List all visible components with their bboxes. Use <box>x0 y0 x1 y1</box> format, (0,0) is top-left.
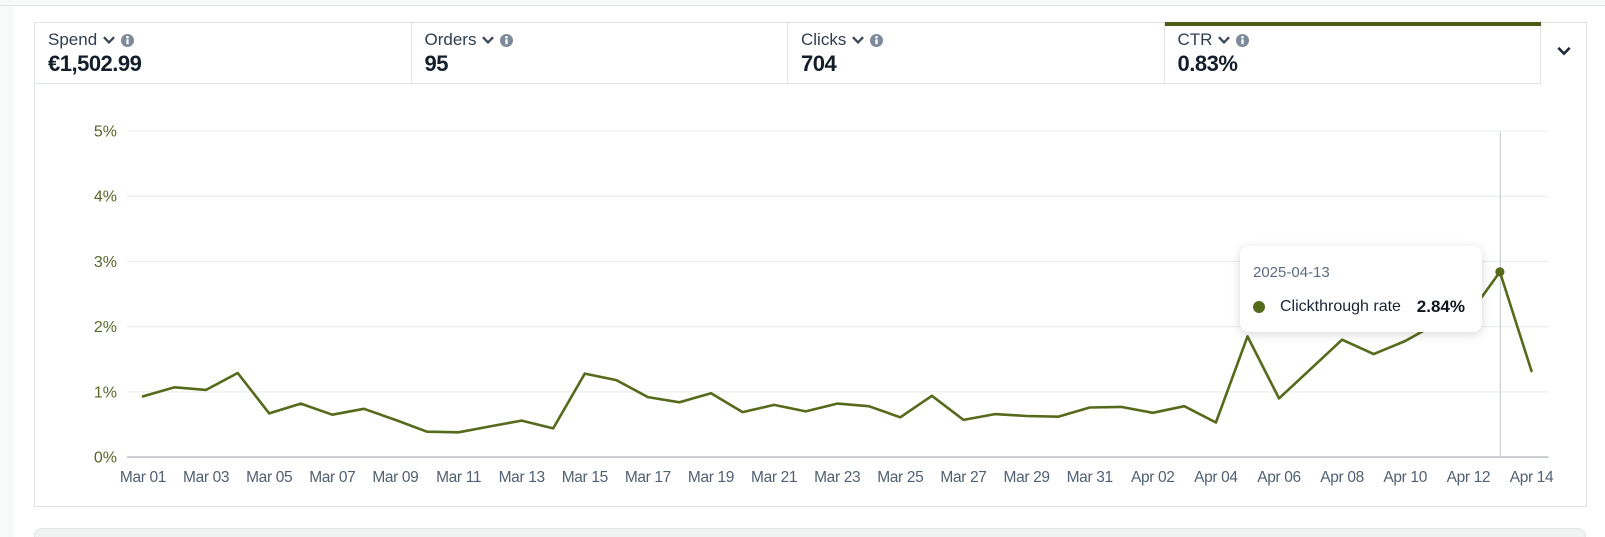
svg-text:Mar 27: Mar 27 <box>940 469 986 486</box>
svg-text:Mar 19: Mar 19 <box>688 469 734 486</box>
svg-text:Apr 06: Apr 06 <box>1257 469 1301 486</box>
svg-text:Mar 05: Mar 05 <box>246 469 292 486</box>
svg-text:Mar 17: Mar 17 <box>625 469 671 486</box>
svg-text:Apr 12: Apr 12 <box>1447 469 1491 486</box>
svg-text:Apr 02: Apr 02 <box>1131 469 1175 486</box>
svg-text:3%: 3% <box>94 254 117 271</box>
svg-text:Mar 11: Mar 11 <box>436 469 481 486</box>
svg-text:Mar 13: Mar 13 <box>499 469 545 486</box>
svg-text:Mar 01: Mar 01 <box>120 469 166 486</box>
svg-text:Apr 04: Apr 04 <box>1194 469 1238 486</box>
svg-text:Mar 07: Mar 07 <box>309 469 355 486</box>
svg-text:Mar 23: Mar 23 <box>814 469 860 486</box>
svg-text:2%: 2% <box>94 319 117 336</box>
svg-text:Mar 25: Mar 25 <box>877 469 923 486</box>
svg-text:Mar 29: Mar 29 <box>1004 469 1050 486</box>
svg-text:Apr 10: Apr 10 <box>1383 469 1427 486</box>
svg-text:4%: 4% <box>94 189 117 206</box>
svg-text:Mar 09: Mar 09 <box>372 469 418 486</box>
svg-text:Mar 03: Mar 03 <box>183 469 229 486</box>
svg-text:Mar 31: Mar 31 <box>1067 469 1113 486</box>
svg-text:5%: 5% <box>94 124 117 141</box>
svg-text:Mar 15: Mar 15 <box>562 469 608 486</box>
svg-text:Mar 21: Mar 21 <box>751 469 797 486</box>
svg-text:1%: 1% <box>94 384 117 401</box>
svg-text:Apr 14: Apr 14 <box>1510 469 1554 486</box>
svg-text:0%: 0% <box>94 450 117 467</box>
svg-text:Apr 08: Apr 08 <box>1320 469 1364 486</box>
